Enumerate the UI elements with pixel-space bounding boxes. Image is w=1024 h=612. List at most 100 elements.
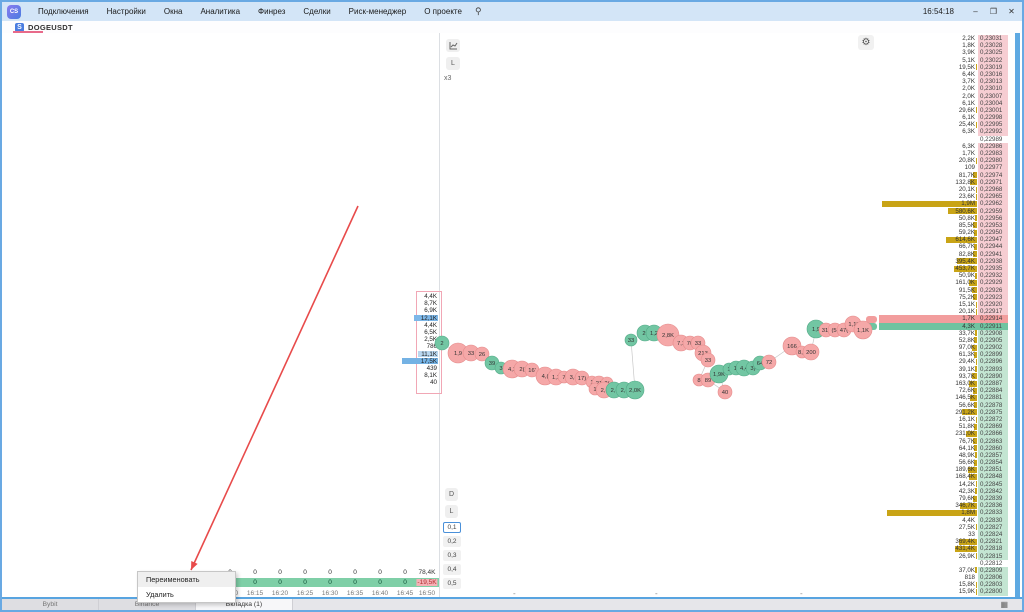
ladder-row[interactable]: 6,3K 0,22986 — [879, 142, 1008, 151]
tab-dogeusdt[interactable]: S DOGEUSDT — [13, 21, 73, 33]
menu-item-риск-менеджер[interactable]: Риск-менеджер — [348, 7, 407, 16]
ladder-row[interactable]: 1,7K 0,22914 — [879, 315, 1008, 323]
minimize-button[interactable]: – — [973, 7, 978, 16]
ladder-row[interactable]: 23,6K 0,22965 — [879, 193, 1008, 201]
ladder-row[interactable]: 453,7K 0,22935 — [879, 265, 1008, 273]
ladder-scrollbar[interactable] — [1015, 33, 1020, 597]
ladder-row[interactable]: 580,6K 0,22959 — [879, 207, 1008, 215]
ladder-row[interactable]: 91,5K 0,22926 — [879, 286, 1008, 294]
ladder-row[interactable]: 15,8K 0,22803 — [879, 581, 1008, 589]
menu-item-сделки[interactable]: Сделки — [303, 7, 331, 16]
ladder-row[interactable]: 33,7K 0,22908 — [879, 329, 1008, 337]
ladder-row[interactable]: 431,4K 0,22818 — [879, 545, 1008, 553]
ladder-row[interactable]: 369,4K 0,22821 — [879, 538, 1008, 546]
ladder-row[interactable]: 231,0K 0,22866 — [879, 430, 1008, 438]
ladder-row[interactable]: 168,4K 0,22848 — [879, 473, 1008, 481]
ladder-row[interactable]: 20,1K 0,22968 — [879, 185, 1008, 194]
ladder-row[interactable]: 1,8M 0,22833 — [879, 509, 1008, 517]
ladder-row[interactable]: 395,4K 0,22938 — [879, 257, 1008, 266]
workspace-tab-bybit[interactable]: Bybit — [2, 599, 99, 610]
ladder-row[interactable]: 64,1K 0,22860 — [879, 444, 1008, 452]
ladder-row[interactable]: 1,8K 0,23028 — [879, 42, 1008, 50]
ladder-row[interactable]: 6,1K 0,22998 — [879, 114, 1008, 122]
ladder-row[interactable]: 82,8K 0,22941 — [879, 250, 1008, 258]
ladder-row[interactable]: 33 0,22824 — [879, 530, 1008, 539]
ladder-row[interactable]: 0,22989 — [879, 135, 1008, 143]
menu-item-окна[interactable]: Окна — [163, 7, 183, 16]
context-menu-item[interactable]: Удалить — [146, 590, 174, 599]
ladder-row[interactable]: 29,6K 0,23001 — [879, 106, 1008, 115]
ladder-row[interactable]: 2,2K 0,23031 — [879, 35, 1008, 43]
ladder-row[interactable]: 93,7K 0,22890 — [879, 372, 1008, 381]
scale-option-0,3[interactable]: 0,3 — [443, 550, 461, 561]
ladder-row[interactable]: 6,3K 0,22992 — [879, 128, 1008, 136]
ladder-row[interactable]: 26,9K 0,22815 — [879, 552, 1008, 560]
ladder-row[interactable]: 25,4K 0,22995 — [879, 121, 1008, 129]
gear-icon[interactable]: ⚙ — [858, 35, 874, 50]
ladder-row[interactable]: 3,7K 0,23013 — [879, 78, 1008, 86]
ladder-row[interactable]: 66,7K 0,22944 — [879, 243, 1008, 251]
ladder-row[interactable]: 0,22812 — [879, 559, 1008, 567]
menu-item-настройки[interactable]: Настройки — [106, 7, 146, 16]
ladder-row[interactable]: 189,6K 0,22851 — [879, 466, 1008, 474]
scale-option-0,2[interactable]: 0,2 — [443, 536, 461, 547]
menu-item-подключения[interactable]: Подключения — [38, 7, 89, 16]
scale-option-0,4[interactable]: 0,4 — [443, 564, 461, 575]
ladder-row[interactable]: 163,0K 0,22887 — [879, 380, 1008, 388]
ladder-row[interactable]: 39,1K 0,22893 — [879, 365, 1008, 373]
menu-item-о проекте[interactable]: О проекте — [424, 7, 462, 16]
workspace-tab-binance[interactable]: Binance — [99, 599, 196, 610]
ladder-row[interactable]: 109 0,22977 — [879, 164, 1008, 172]
lot-button[interactable]: L — [446, 57, 460, 70]
ladder-row[interactable]: 20,8K 0,22980 — [879, 157, 1008, 165]
scale-option-0,5[interactable]: 0,5 — [443, 578, 461, 589]
ladder-row[interactable]: 81,7K 0,22974 — [879, 171, 1008, 179]
pin-icon[interactable]: ⚲ — [474, 6, 482, 16]
ladder-row[interactable]: 6,1K 0,23004 — [879, 99, 1008, 107]
ladder-row[interactable]: 16,1K 0,22872 — [879, 415, 1008, 424]
ladder-row[interactable]: 52,8K 0,22905 — [879, 336, 1008, 345]
ladder-row[interactable]: 79,6K 0,22839 — [879, 495, 1008, 503]
ladder-row[interactable]: 4,4K 0,22830 — [879, 516, 1008, 524]
workspace-tab-вкладка-1-[interactable]: Вкладка (1) — [196, 599, 293, 610]
ladder-row[interactable]: 48,9K 0,22857 — [879, 451, 1008, 460]
ladder-row[interactable]: 3,9K 0,23025 — [879, 49, 1008, 57]
ladder-row[interactable]: 59,2K 0,22950 — [879, 229, 1008, 237]
scale-option-0,1[interactable]: 0,1 — [443, 522, 461, 533]
ladder-row[interactable]: 1,9M 0,22962 — [879, 200, 1008, 208]
ladder-row[interactable]: 614,6K 0,22947 — [879, 236, 1008, 244]
ladder-row[interactable]: 50,9K 0,22932 — [879, 272, 1008, 280]
ladder-row[interactable]: 56,6K 0,22854 — [879, 459, 1008, 467]
ladder-row[interactable]: 76,7K 0,22863 — [879, 437, 1008, 445]
ladder-row[interactable]: 20,1K 0,22917 — [879, 308, 1008, 316]
ladder-row[interactable]: 37,0K 0,22809 — [879, 566, 1008, 575]
ladder-row[interactable]: 61,3K 0,22899 — [879, 351, 1008, 359]
ladder-row[interactable]: 4,3K 0,22911 — [879, 322, 1008, 330]
ladder-row[interactable]: 14,2K 0,22845 — [879, 480, 1008, 488]
ladder-row[interactable]: 75,2K 0,22923 — [879, 293, 1008, 301]
ladder-row[interactable]: 97,0K 0,22902 — [879, 344, 1008, 352]
ladder-row[interactable]: 2,0K 0,23007 — [879, 92, 1008, 100]
ladder-row[interactable]: 50,8K 0,22956 — [879, 214, 1008, 222]
ladder-row[interactable]: 146,5K 0,22881 — [879, 394, 1008, 402]
ladder-row[interactable]: 2,0K 0,23010 — [879, 85, 1008, 93]
depth-button[interactable]: D — [445, 488, 458, 501]
ladder-row[interactable]: 85,5K 0,22953 — [879, 221, 1008, 230]
ladder-row[interactable]: 15,1K 0,22920 — [879, 300, 1008, 309]
ladder-row[interactable]: 51,8K 0,22869 — [879, 423, 1008, 431]
menu-item-аналитика[interactable]: Аналитика — [200, 7, 241, 16]
ladder-row[interactable]: 291,2K 0,22875 — [879, 408, 1008, 416]
restore-button[interactable]: ❐ — [989, 7, 998, 16]
ladder-row[interactable]: 19,5K 0,23019 — [879, 63, 1008, 71]
ladder-row[interactable]: 161,0K 0,22929 — [879, 279, 1008, 287]
ladder-row[interactable]: 132,8K 0,22971 — [879, 178, 1008, 186]
ladder-row[interactable]: 818 0,22806 — [879, 574, 1008, 582]
grid-icon[interactable]: ▦ — [1000, 600, 1008, 609]
ladder-row[interactable]: 42,3K 0,22842 — [879, 487, 1008, 496]
ladder-row[interactable]: 72,6K 0,22884 — [879, 387, 1008, 395]
ladder-row[interactable]: 56,6K 0,22878 — [879, 401, 1008, 409]
ladder-row[interactable]: 5,1K 0,23022 — [879, 56, 1008, 64]
ladder-row[interactable]: 27,5K 0,22827 — [879, 523, 1008, 531]
ladder-row[interactable]: 6,4K 0,23016 — [879, 70, 1008, 79]
menu-item-финрез[interactable]: Финрез — [258, 7, 286, 16]
